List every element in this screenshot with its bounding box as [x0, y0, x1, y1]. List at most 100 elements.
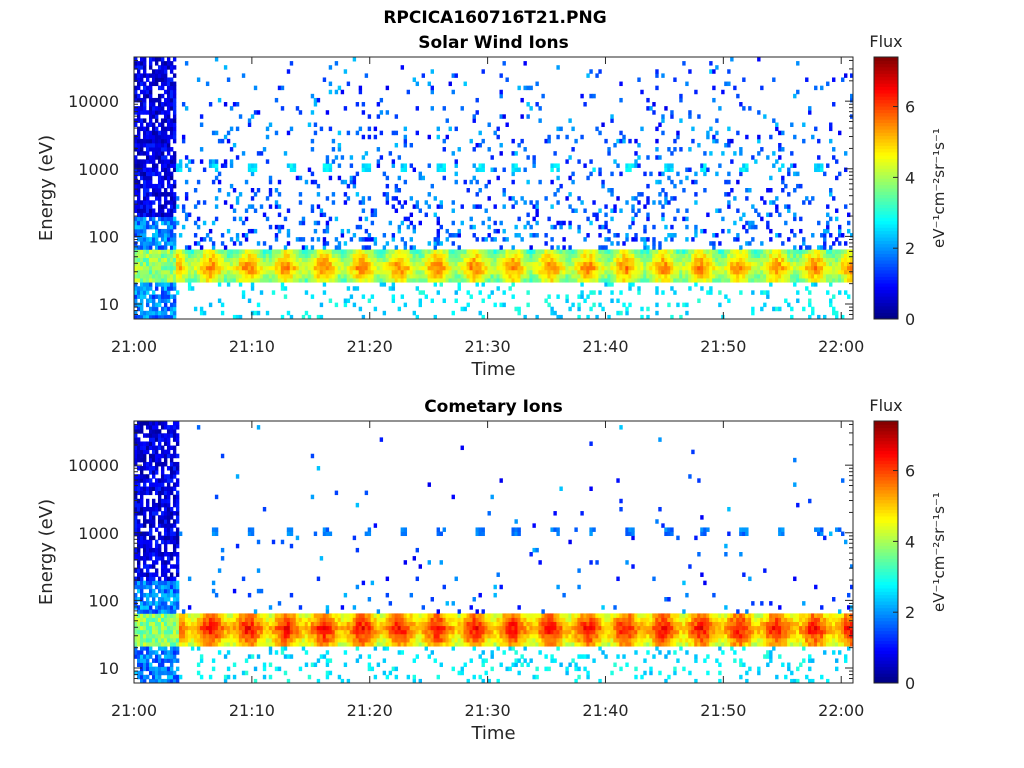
heatmap-cell — [793, 282, 797, 287]
heatmap-cell — [166, 441, 171, 446]
heatmap-cell — [139, 122, 144, 127]
heatmap-cell — [685, 253, 689, 258]
heatmap-cell — [562, 249, 566, 254]
heatmap-cell — [142, 617, 147, 622]
heatmap-cell — [472, 118, 476, 123]
heatmap-cell — [235, 196, 240, 201]
heatmap-cell — [436, 273, 440, 279]
heatmap-cell — [382, 171, 387, 177]
heatmap-cell — [160, 298, 165, 304]
heatmap-cell — [688, 147, 692, 152]
heatmap-cell — [334, 278, 339, 283]
heatmap-cell — [763, 253, 767, 258]
heatmap-cell — [139, 73, 144, 78]
heatmap-cell — [157, 617, 162, 622]
heatmap-cell — [670, 249, 674, 254]
colorbar-segment — [874, 302, 898, 307]
heatmap-cell — [137, 658, 141, 663]
colorbar-segment — [874, 233, 898, 238]
heatmap-cell — [265, 126, 270, 132]
heatmap-cell — [274, 269, 279, 275]
heatmap-cell — [397, 257, 402, 263]
heatmap-cell — [226, 138, 231, 144]
heatmap-cell — [793, 269, 797, 275]
heatmap-cell — [424, 269, 428, 275]
heatmap-cell — [137, 290, 141, 295]
heatmap-cell — [166, 445, 171, 451]
heatmap-cell — [134, 552, 138, 557]
heatmap-cell — [172, 445, 177, 451]
heatmap-cell — [649, 257, 653, 263]
heatmap-cell — [772, 265, 776, 271]
heatmap-cell — [316, 183, 321, 189]
heatmap-cell — [292, 253, 297, 258]
heatmap-cell — [134, 642, 138, 647]
heatmap-cell — [589, 261, 593, 267]
heatmap-cell — [568, 253, 572, 258]
heatmap-cell — [250, 282, 255, 287]
heatmap-cell — [169, 666, 174, 672]
heatmap-cell — [349, 269, 354, 275]
heatmap-cell — [139, 167, 144, 173]
heatmap-cell — [139, 457, 144, 463]
heatmap-cell — [769, 273, 773, 279]
heatmap-cell — [151, 580, 156, 586]
heatmap-cell — [655, 257, 659, 263]
heatmap-cell — [616, 138, 620, 144]
heatmap-cell — [712, 85, 716, 91]
heatmap-cell — [151, 498, 156, 504]
heatmap-cell — [208, 163, 213, 168]
heatmap-cell — [253, 265, 258, 271]
heatmap-cell — [211, 179, 216, 185]
heatmap-cell — [790, 122, 794, 127]
colorbar-segment — [874, 246, 898, 251]
heatmap-cell — [601, 278, 605, 283]
heatmap-cell — [346, 278, 351, 283]
heatmap-cell — [145, 138, 150, 144]
heatmap-cell — [178, 642, 183, 647]
heatmap-cell — [154, 77, 159, 82]
heatmap-cell — [169, 650, 174, 655]
heatmap-cell — [154, 147, 159, 152]
heatmap-cell — [229, 126, 234, 132]
heatmap-cell — [271, 278, 276, 283]
heatmap-cell — [205, 81, 210, 87]
heatmap-cell — [589, 257, 593, 263]
heatmap-cell — [280, 278, 285, 283]
heatmap-cell — [196, 278, 201, 283]
heatmap-cell — [172, 286, 177, 291]
heatmap-cell — [190, 273, 195, 279]
heatmap-cell — [511, 179, 515, 185]
heatmap-cell — [748, 253, 752, 258]
heatmap-cell — [157, 278, 162, 283]
heatmap-cell — [139, 306, 144, 312]
heatmap-cell — [172, 601, 177, 606]
heatmap-cell — [622, 249, 626, 254]
heatmap-cell — [835, 237, 839, 242]
heatmap-cell — [493, 237, 497, 242]
heatmap-cell — [568, 155, 572, 160]
heatmap-cell — [196, 77, 201, 82]
heatmap-cell — [421, 175, 425, 181]
heatmap-cell — [571, 273, 575, 279]
heatmap-cell — [166, 535, 171, 541]
heatmap-cell — [568, 306, 572, 312]
heatmap-cell — [514, 224, 518, 230]
heatmap-cell — [169, 572, 174, 577]
heatmap-cell — [154, 478, 159, 483]
heatmap-cell — [406, 216, 411, 222]
heatmap-cell — [559, 265, 563, 271]
heatmap-cell — [139, 118, 144, 123]
heatmap-cell — [736, 130, 740, 136]
heatmap-cell — [490, 269, 494, 275]
heatmap-cell — [541, 269, 545, 275]
heatmap-cell — [718, 265, 722, 271]
heatmap-cell — [163, 498, 168, 504]
heatmap-cell — [337, 147, 342, 152]
heatmap-cell — [517, 269, 521, 275]
heatmap-cell — [304, 179, 309, 185]
heatmap-cell — [169, 556, 174, 561]
heatmap-cell — [172, 494, 177, 500]
heatmap-cell — [634, 237, 638, 242]
heatmap-cell — [145, 171, 150, 177]
